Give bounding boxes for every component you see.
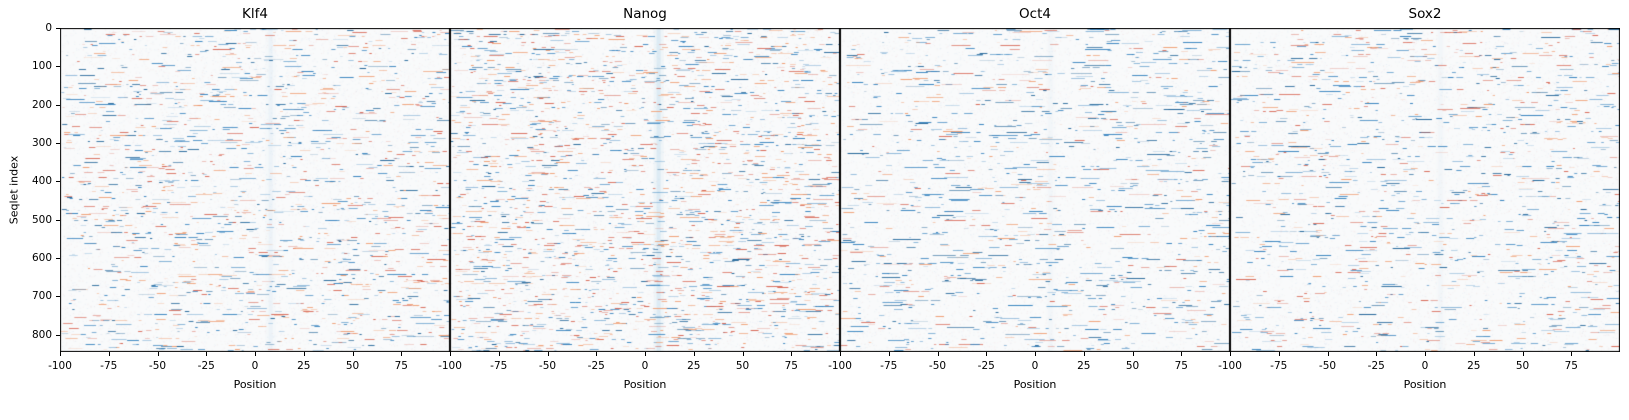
- y-tick-label: 100: [31, 60, 52, 73]
- x-tick-mark: [1132, 352, 1134, 356]
- y-tick-mark: [56, 258, 60, 260]
- x-tick-mark: [791, 352, 793, 356]
- x-tick-label: 25: [297, 360, 311, 372]
- x-tick-label: 75: [1564, 360, 1578, 372]
- x-tick-mark: [645, 352, 646, 356]
- x-tick-mark: [693, 352, 695, 356]
- x-tick-label: 50: [1515, 360, 1530, 372]
- x-tick-mark: [1035, 352, 1036, 356]
- y-tick-label: 400: [31, 175, 52, 188]
- x-tick-label: 75: [394, 360, 408, 372]
- x-axis-label-oct4: Position: [1013, 378, 1057, 391]
- x-tick-mark: [888, 352, 890, 356]
- x-tick-label: 75: [1174, 360, 1188, 372]
- x-tick-label: -75: [490, 360, 508, 372]
- panel-title-nanog: Nanog: [623, 6, 667, 22]
- y-tick-mark: [56, 219, 60, 221]
- x-tick-mark: [1278, 352, 1280, 356]
- x-tick-label: 75: [784, 360, 798, 372]
- x-tick-label: -100: [438, 360, 462, 372]
- x-tick-label: -25: [1367, 360, 1385, 372]
- y-tick-mark: [56, 28, 60, 29]
- y-tick-label: 0: [45, 22, 52, 34]
- x-tick-mark: [1181, 352, 1183, 356]
- panel-title-klf4: Klf4: [242, 6, 268, 22]
- x-tick-mark: [1327, 352, 1329, 356]
- x-tick-mark: [1473, 352, 1475, 356]
- x-tick-label: -25: [977, 360, 995, 372]
- y-tick-label: 700: [31, 290, 52, 303]
- x-tick-label: -50: [148, 360, 167, 372]
- x-tick-mark: [1083, 352, 1085, 356]
- x-tick-mark: [986, 352, 988, 356]
- x-tick-label: -75: [100, 360, 118, 372]
- x-tick-label: 0: [1421, 360, 1429, 372]
- x-tick-mark: [840, 352, 841, 356]
- x-tick-label: 50: [1125, 360, 1140, 372]
- heatmap-canvas-klf4: [60, 28, 450, 352]
- y-tick-mark: [56, 181, 60, 183]
- x-tick-mark: [742, 352, 744, 356]
- x-tick-label: -50: [1318, 360, 1337, 372]
- y-tick-mark: [56, 66, 60, 68]
- y-tick-label: 300: [31, 137, 52, 150]
- x-tick-label: -25: [587, 360, 605, 372]
- y-tick-mark: [56, 296, 60, 298]
- x-tick-mark: [352, 352, 354, 356]
- x-tick-mark: [60, 352, 61, 356]
- panel-title-sox2: Sox2: [1408, 6, 1442, 22]
- x-tick-mark: [596, 352, 598, 356]
- panel-title-oct4: Oct4: [1019, 6, 1051, 22]
- x-tick-label: 25: [1467, 360, 1481, 372]
- x-tick-mark: [1376, 352, 1378, 356]
- x-tick-mark: [1230, 352, 1231, 356]
- x-tick-mark: [401, 352, 403, 356]
- x-tick-mark: [303, 352, 305, 356]
- x-tick-mark: [498, 352, 500, 356]
- x-tick-label: 0: [1031, 360, 1039, 372]
- x-axis-label-nanog: Position: [623, 378, 667, 391]
- x-tick-label: -50: [928, 360, 947, 372]
- x-tick-mark: [1522, 352, 1524, 356]
- x-tick-mark: [1425, 352, 1426, 356]
- x-tick-label: 25: [687, 360, 701, 372]
- y-tick-mark: [56, 143, 60, 145]
- y-tick-mark: [56, 334, 60, 336]
- x-tick-label: 0: [641, 360, 649, 372]
- x-axis-label-sox2: Position: [1403, 378, 1447, 391]
- y-tick-mark: [56, 104, 60, 106]
- y-tick-label: 600: [31, 252, 52, 265]
- y-tick-label: 500: [31, 213, 52, 226]
- x-tick-label: -50: [538, 360, 557, 372]
- x-tick-mark: [157, 352, 159, 356]
- heatmap-canvas-oct4: [840, 28, 1230, 352]
- x-tick-label: 50: [345, 360, 360, 372]
- x-tick-label: -100: [1218, 360, 1242, 372]
- x-tick-mark: [937, 352, 939, 356]
- x-tick-label: 0: [251, 360, 259, 372]
- x-tick-mark: [1571, 352, 1573, 356]
- heatmap-canvas-nanog: [450, 28, 840, 352]
- x-tick-mark: [255, 352, 256, 356]
- x-tick-mark: [108, 352, 110, 356]
- x-tick-label: 50: [735, 360, 750, 372]
- x-tick-label: -75: [1270, 360, 1288, 372]
- x-tick-label: -100: [828, 360, 852, 372]
- x-tick-label: -25: [197, 360, 215, 372]
- y-tick-label: 200: [31, 98, 52, 111]
- heatmap-canvas-sox2: [1230, 28, 1620, 352]
- x-tick-mark: [450, 352, 451, 356]
- y-tick-label: 800: [31, 328, 52, 341]
- x-tick-label: -75: [880, 360, 898, 372]
- x-tick-mark: [206, 352, 208, 356]
- x-axis-label-klf4: Position: [233, 378, 277, 391]
- x-tick-label: -100: [48, 360, 72, 372]
- x-tick-mark: [547, 352, 549, 356]
- x-tick-label: 25: [1077, 360, 1091, 372]
